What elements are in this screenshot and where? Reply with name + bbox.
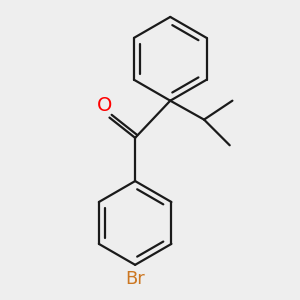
Text: Br: Br (125, 270, 145, 288)
Text: O: O (97, 96, 112, 115)
